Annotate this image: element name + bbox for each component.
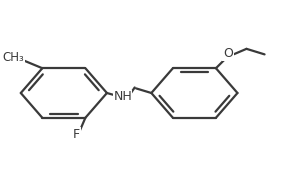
Text: F: F bbox=[73, 128, 80, 141]
Text: CH₃: CH₃ bbox=[2, 51, 24, 64]
Text: O: O bbox=[223, 46, 233, 60]
Text: NH: NH bbox=[113, 90, 132, 103]
